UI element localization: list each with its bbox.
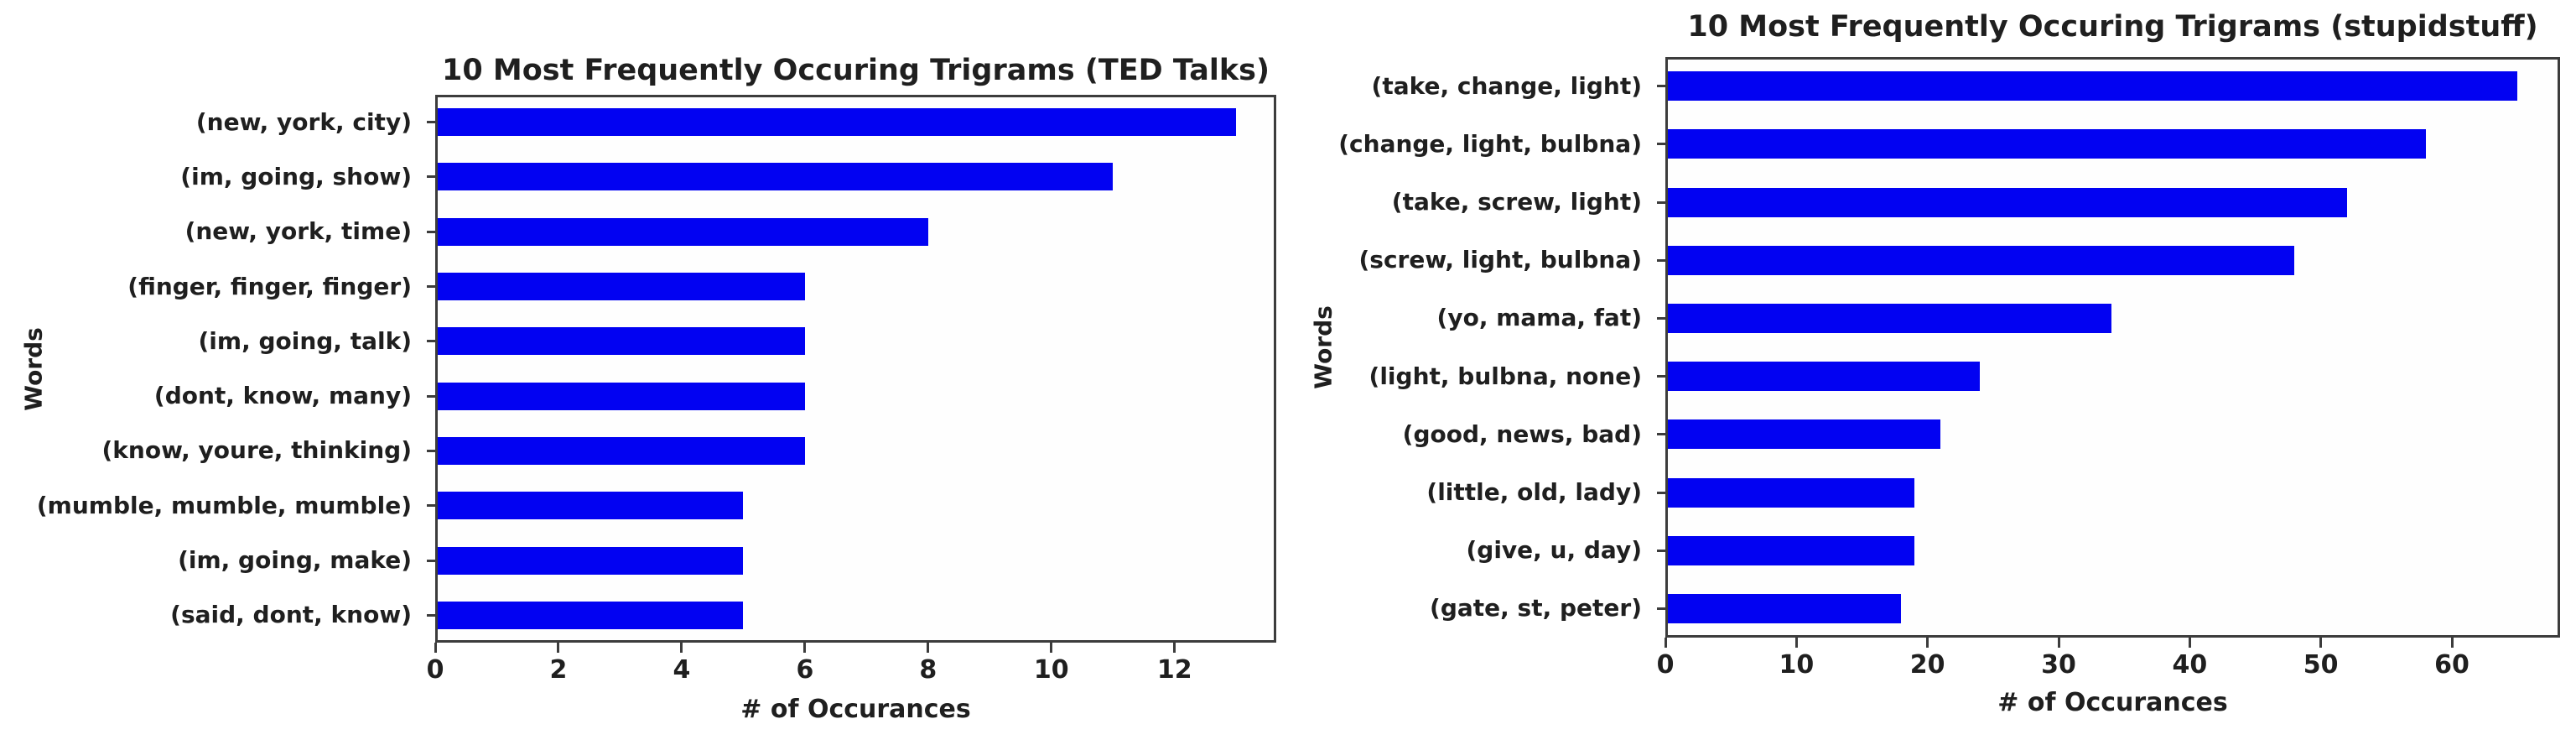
y-axis-tick-mark	[427, 230, 435, 233]
x-tick-label: 4	[673, 655, 691, 685]
category-label: (take, change, light)	[1371, 71, 1642, 100]
x-axis-label: # of Occurances	[1997, 688, 2228, 717]
category-label: (give, u, day)	[1466, 536, 1642, 565]
bar	[438, 273, 805, 301]
x-axis-tick-mark	[557, 643, 560, 653]
x-axis-tick-mark	[1173, 643, 1176, 653]
category-label: (im, going, show)	[180, 162, 412, 190]
bar	[438, 492, 744, 520]
y-axis-tick-mark	[1657, 491, 1665, 494]
category-label: (take, screw, light)	[1391, 188, 1642, 216]
chart-title: 10 Most Frequently Occuring Trigrams (st…	[1687, 10, 2538, 44]
x-tick-label: 0	[426, 655, 444, 685]
bar	[1668, 71, 2518, 102]
bar	[438, 546, 744, 575]
x-axis-tick-mark	[1794, 638, 1798, 648]
y-axis-tick-mark	[1657, 201, 1665, 204]
x-tick-label: 50	[2303, 650, 2339, 680]
bar	[1668, 593, 1902, 623]
y-axis-tick-mark	[427, 504, 435, 508]
category-label: (im, going, make)	[178, 546, 412, 575]
y-axis-label: Words	[1309, 305, 1337, 389]
category-label: (screw, light, bulbna)	[1358, 246, 1642, 274]
bar	[1668, 245, 2295, 275]
bar	[438, 436, 805, 465]
x-tick-label: 2	[549, 655, 568, 685]
y-axis-tick-mark	[427, 175, 435, 179]
category-label: (said, dont, know)	[170, 601, 412, 629]
bar	[438, 382, 805, 410]
y-axis-tick-mark	[427, 559, 435, 562]
x-axis-label: # of Occurances	[740, 695, 971, 724]
y-axis-tick-mark	[1657, 143, 1665, 146]
x-axis-tick-mark	[927, 643, 930, 653]
y-axis-tick-mark	[427, 340, 435, 343]
category-label: (finger, finger, finger)	[127, 272, 412, 300]
bar	[1668, 362, 1981, 392]
category-label: (little, old, lady)	[1426, 478, 1642, 506]
x-tick-label: 8	[919, 655, 937, 685]
x-axis-tick-mark	[2319, 638, 2323, 648]
y-axis-tick-mark	[427, 285, 435, 289]
y-axis-tick-mark	[427, 449, 435, 452]
y-axis-tick-mark	[1657, 258, 1665, 262]
y-axis-tick-mark	[427, 121, 435, 124]
x-tick-label: 10	[1033, 655, 1069, 685]
chart-title: 10 Most Frequently Occuring Trigrams (TE…	[442, 54, 1270, 87]
x-tick-label: 10	[1779, 650, 1815, 680]
x-tick-label: 40	[2172, 650, 2208, 680]
bar	[1668, 419, 1941, 450]
category-label: (know, youre, thinking)	[101, 436, 413, 465]
x-axis-tick-mark	[2188, 638, 2191, 648]
x-axis-tick-mark	[1926, 638, 1929, 648]
category-label: (im, going, talk)	[198, 326, 413, 355]
x-axis-tick-mark	[680, 643, 683, 653]
x-axis-tick-mark	[2450, 638, 2454, 648]
y-axis-tick-mark	[1657, 316, 1665, 320]
x-axis-tick-mark	[803, 643, 807, 653]
x-axis-tick-mark	[2057, 638, 2060, 648]
x-tick-label: 0	[1656, 650, 1675, 680]
y-axis-tick-mark	[427, 613, 435, 617]
y-axis-tick-mark	[1657, 607, 1665, 610]
x-tick-label: 12	[1156, 655, 1192, 685]
x-axis-tick-mark	[434, 643, 437, 653]
bar	[438, 327, 805, 356]
category-label: (dont, know, many)	[153, 382, 412, 410]
y-axis-tick-mark	[1657, 433, 1665, 436]
x-axis-tick-mark	[1664, 638, 1667, 648]
category-label: (yo, mama, fat)	[1436, 304, 1642, 332]
bar	[438, 217, 928, 246]
category-label: (gate, st, peter)	[1430, 594, 1642, 623]
bar	[1668, 477, 1915, 508]
x-axis-tick-mark	[1050, 643, 1053, 653]
category-label: (mumble, mumble, mumble)	[36, 491, 412, 519]
x-tick-label: 30	[2041, 650, 2076, 680]
bar	[438, 163, 1114, 191]
category-label: (change, light, bulbna)	[1338, 129, 1642, 158]
x-tick-label: 60	[2434, 650, 2470, 680]
bar	[438, 601, 744, 629]
bar	[1668, 535, 1915, 565]
y-axis-tick-mark	[1657, 375, 1665, 378]
category-label: (new, york, time)	[184, 217, 412, 246]
bar	[1668, 303, 2111, 333]
y-axis-tick-mark	[427, 394, 435, 398]
y-axis-tick-mark	[1657, 85, 1665, 88]
x-tick-label: 6	[796, 655, 814, 685]
category-label: (good, news, bad)	[1402, 419, 1642, 448]
bar	[438, 108, 1237, 137]
bar	[1668, 187, 2347, 217]
category-label: (light, bulbna, none)	[1368, 362, 1642, 390]
category-label: (new, york, city)	[195, 107, 412, 136]
y-axis-tick-mark	[1657, 549, 1665, 552]
bar	[1668, 129, 2426, 159]
x-tick-label: 20	[1909, 650, 1945, 680]
